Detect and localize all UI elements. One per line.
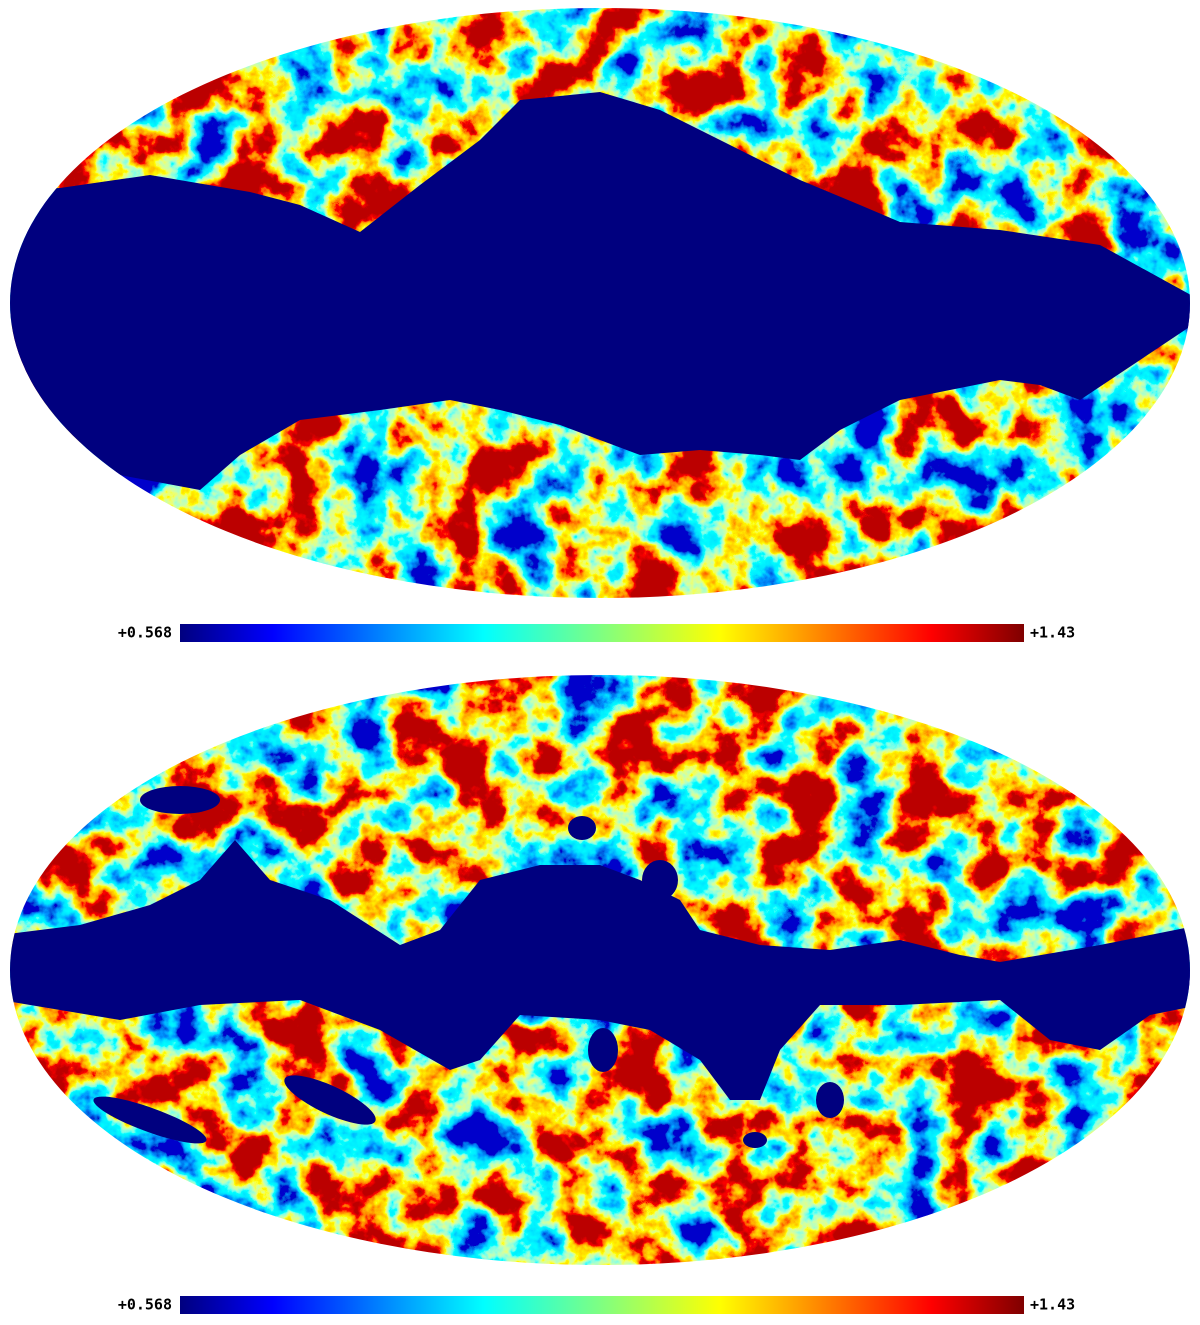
masked-hole — [93, 1096, 207, 1144]
colorbar-min: +0.568 — [118, 1296, 172, 1314]
colorbar — [180, 624, 1024, 642]
masked-hole — [568, 816, 596, 840]
masked-hole — [588, 1028, 618, 1072]
colorbar-min: +0.568 — [118, 624, 172, 642]
colorbar-max: +1.43 — [1030, 1296, 1075, 1314]
masked-hole — [743, 1132, 767, 1148]
masked-hole — [140, 786, 220, 814]
masked-region — [10, 92, 1190, 490]
sky-map — [10, 675, 1190, 1265]
sky-map — [10, 8, 1190, 598]
masked-hole — [816, 1082, 844, 1118]
masked-hole — [284, 1075, 376, 1125]
masked-hole — [642, 860, 678, 900]
masked-region — [10, 840, 1190, 1100]
colorbar-max: +1.43 — [1030, 624, 1075, 642]
colorbar — [180, 1296, 1024, 1314]
